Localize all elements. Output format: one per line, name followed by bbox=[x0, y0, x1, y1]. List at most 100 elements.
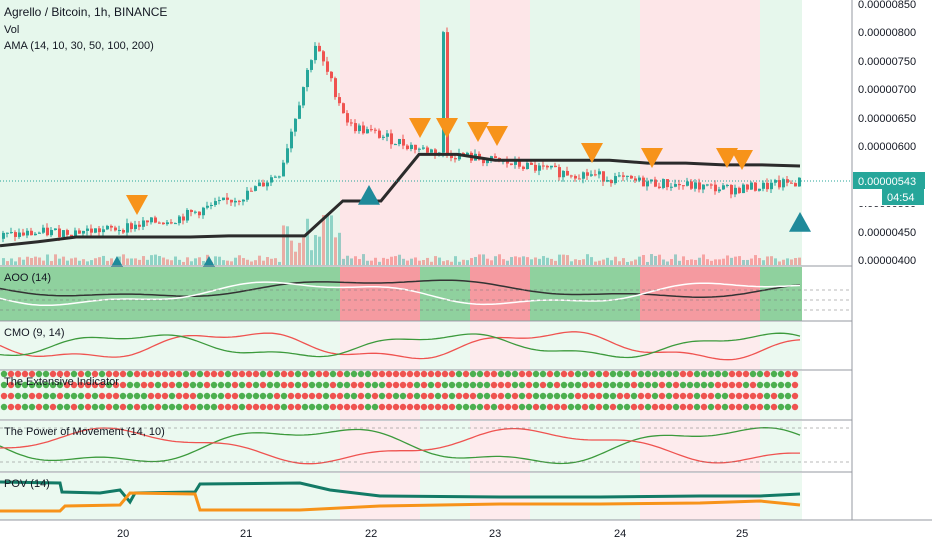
extensive-dot bbox=[385, 381, 393, 389]
extensive-dot bbox=[595, 370, 603, 378]
volume-bar bbox=[362, 254, 365, 265]
candle-body bbox=[10, 232, 13, 234]
extensive-dot bbox=[483, 381, 491, 389]
extensive-dot bbox=[371, 370, 379, 378]
candle-body bbox=[238, 200, 241, 202]
candle-body bbox=[542, 165, 545, 167]
extensive-dot bbox=[567, 392, 575, 400]
candle-body bbox=[174, 223, 177, 225]
extensive-dot bbox=[623, 403, 631, 411]
candle-body bbox=[754, 182, 757, 191]
extensive-dot bbox=[175, 381, 183, 389]
extensive-dot bbox=[532, 370, 540, 378]
extensive-dot bbox=[728, 381, 736, 389]
candle-body bbox=[50, 229, 53, 236]
volume-bar bbox=[574, 259, 577, 265]
candle-body bbox=[126, 223, 129, 233]
extensive-dot bbox=[504, 370, 512, 378]
extensive-dot bbox=[175, 392, 183, 400]
extensive-dot bbox=[7, 381, 15, 389]
extensive-dot bbox=[735, 392, 743, 400]
extensive-dot bbox=[623, 392, 631, 400]
extensive-dot bbox=[616, 381, 624, 389]
extensive-dot bbox=[98, 381, 106, 389]
candle-body bbox=[538, 165, 541, 171]
candle-body bbox=[658, 186, 661, 188]
extensive-dot bbox=[497, 392, 505, 400]
candle-body bbox=[426, 147, 429, 153]
volume-bar bbox=[106, 260, 109, 265]
volume-bar bbox=[214, 256, 217, 265]
extensive-dot bbox=[462, 381, 470, 389]
candle-body bbox=[230, 199, 233, 203]
time-axis[interactable] bbox=[0, 520, 852, 550]
volume-bar bbox=[30, 258, 33, 265]
volume-bar bbox=[286, 226, 289, 265]
volume-bar bbox=[202, 260, 205, 265]
price-axis[interactable] bbox=[852, 0, 932, 520]
candle-body bbox=[34, 233, 37, 236]
extensive-dot bbox=[35, 403, 43, 411]
extensive-dot bbox=[637, 403, 645, 411]
extensive-dot bbox=[770, 381, 778, 389]
pom-green bbox=[0, 427, 801, 465]
extensive-dot bbox=[266, 392, 274, 400]
aoo-line bbox=[0, 279, 801, 298]
extensive-dot bbox=[525, 381, 533, 389]
volume-bar bbox=[502, 259, 505, 265]
volume-bar bbox=[178, 259, 181, 265]
extensive-dot bbox=[532, 392, 540, 400]
candle-body bbox=[702, 184, 705, 190]
sell-marker bbox=[467, 122, 489, 142]
pane-zone bbox=[340, 322, 420, 370]
extensive-dot bbox=[203, 370, 211, 378]
volume-bar bbox=[38, 257, 41, 265]
extensive-dot bbox=[301, 403, 309, 411]
volume-bar bbox=[174, 256, 177, 265]
candle-body bbox=[66, 230, 69, 235]
extensive-dot bbox=[574, 403, 582, 411]
extensive-dot bbox=[588, 381, 596, 389]
extensive-dot bbox=[147, 381, 155, 389]
candle-body bbox=[294, 118, 297, 132]
extensive-dot bbox=[231, 381, 239, 389]
pane-zone bbox=[530, 421, 640, 472]
volume-bar bbox=[518, 257, 521, 265]
extensive-dot bbox=[707, 370, 715, 378]
extensive-dot bbox=[252, 381, 260, 389]
extensive-dot bbox=[721, 381, 729, 389]
extensive-dot bbox=[154, 381, 162, 389]
candle-body bbox=[546, 165, 549, 168]
volume-bar bbox=[622, 258, 625, 265]
extensive-dot bbox=[49, 392, 57, 400]
candle-body bbox=[646, 181, 649, 187]
volume-bar bbox=[542, 256, 545, 265]
candle-body bbox=[782, 179, 785, 188]
extensive-dot bbox=[672, 370, 680, 378]
extensive-dot bbox=[63, 381, 71, 389]
extensive-dot bbox=[651, 392, 659, 400]
extensive-dot bbox=[469, 403, 477, 411]
extensive-dot bbox=[280, 381, 288, 389]
time-axis-labels: 20 21 22 23 24 25 bbox=[117, 528, 748, 540]
volume-bar bbox=[166, 259, 169, 265]
extensive-dot bbox=[609, 381, 617, 389]
volume-bar bbox=[650, 254, 653, 265]
extensive-dot bbox=[84, 403, 92, 411]
extensive-dot bbox=[371, 392, 379, 400]
candle-body bbox=[342, 103, 345, 114]
candle-body bbox=[430, 149, 433, 153]
candle-body bbox=[494, 156, 497, 158]
extensive-dot bbox=[707, 403, 715, 411]
extensive-dot bbox=[364, 392, 372, 400]
extensive-dot bbox=[42, 381, 50, 389]
extensive-dot bbox=[735, 370, 743, 378]
volume-bar bbox=[18, 257, 21, 265]
volume-bar bbox=[186, 257, 189, 265]
volume-bar bbox=[682, 256, 685, 265]
candle-body bbox=[6, 232, 9, 234]
sell-marker bbox=[641, 148, 663, 168]
volume-bar bbox=[230, 261, 233, 265]
extensive-dot bbox=[182, 381, 190, 389]
